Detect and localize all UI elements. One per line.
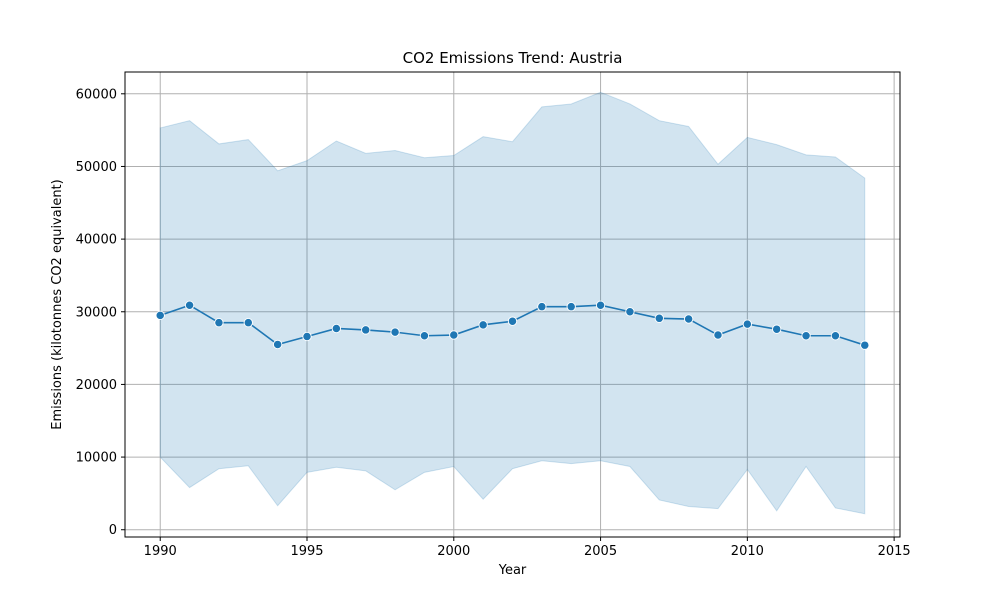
x-axis-title: Year: [498, 563, 527, 578]
data-point: [361, 325, 371, 335]
axis-ticks: 1990 1995 2000 2005 2010 2015 0 10000 20000 30000…: [76, 87, 911, 559]
grid-lines: [125, 72, 900, 537]
data-point: [801, 331, 811, 341]
data-point: [860, 340, 870, 350]
x-tick-label: 1990: [144, 544, 177, 559]
data-point: [302, 331, 312, 342]
chart-title: CO2 Emissions Trend: Austria: [403, 49, 623, 67]
data-point: [449, 330, 459, 340]
data-point: [830, 331, 841, 341]
data-point: [184, 300, 195, 310]
y-tick-label: 40000: [76, 233, 117, 248]
data-point: [390, 327, 400, 337]
y-tick-label: 50000: [76, 160, 117, 175]
y-tick-label: 0: [109, 523, 117, 538]
data-point: [331, 323, 342, 334]
data-point: [742, 319, 752, 329]
data-point: [713, 330, 723, 340]
y-tick-label: 30000: [76, 305, 117, 320]
data-point: [155, 310, 165, 321]
plot-area-background: [125, 72, 900, 537]
plot-area-frame: [124, 71, 901, 538]
x-tick-label: 2000: [437, 544, 470, 559]
data-point: [419, 331, 430, 341]
y-axis-title: Emissions (kilotonnes CO2 equivalent): [50, 179, 65, 429]
y-tick-label: 60000: [76, 87, 117, 102]
data-point: [507, 316, 518, 326]
data-point: [478, 320, 488, 330]
data-point: [273, 339, 283, 350]
data-point: [595, 300, 606, 310]
data-point: [243, 318, 253, 328]
x-tick-label: 1995: [290, 544, 323, 559]
data-point: [566, 302, 576, 312]
x-tick-label: 2005: [584, 544, 617, 559]
data-point: [537, 302, 547, 312]
data-point: [625, 307, 635, 317]
y-tick-label: 10000: [76, 451, 117, 466]
x-tick-label: 2015: [878, 544, 911, 559]
x-tick-label: 2010: [731, 544, 764, 559]
data-point: [683, 314, 694, 324]
y-tick-label: 20000: [76, 378, 117, 393]
data-point: [772, 324, 782, 334]
data-point: [654, 313, 664, 323]
confidence-band: [159, 91, 866, 515]
confidence-band-area: [159, 91, 866, 515]
data-point: [214, 318, 224, 328]
series-markers: [155, 300, 870, 350]
